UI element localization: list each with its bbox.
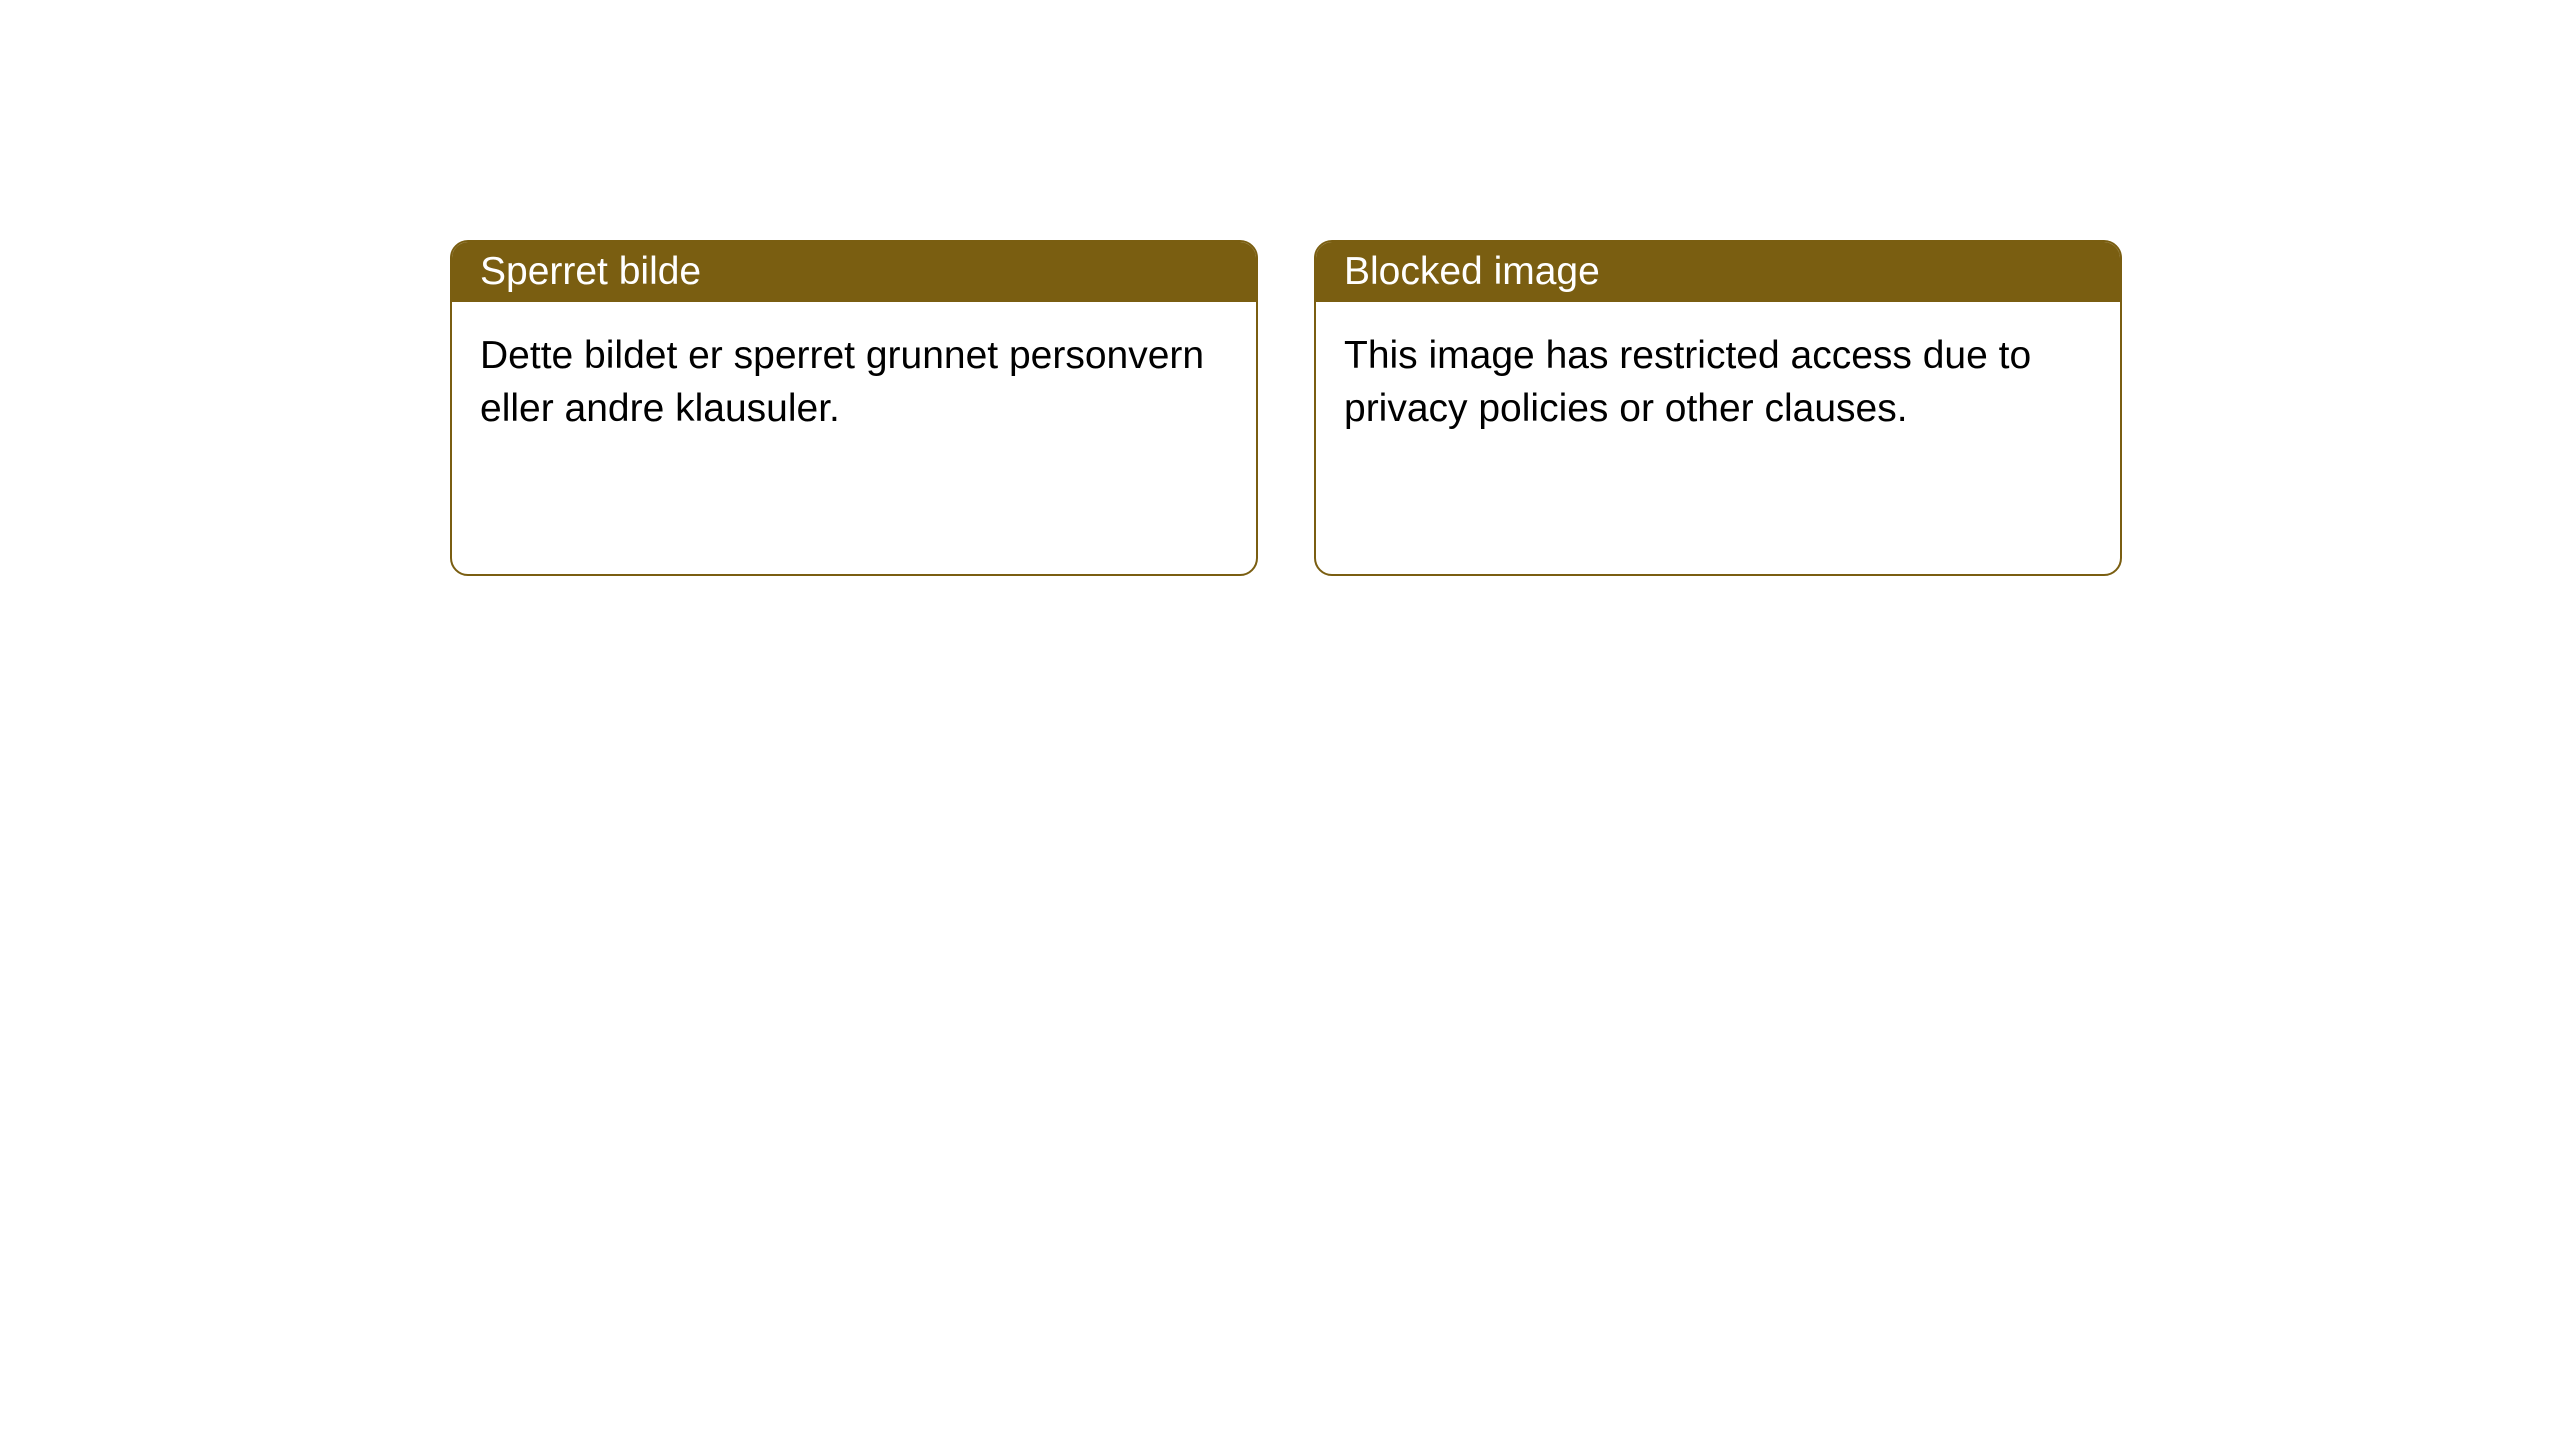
notice-body-no: Dette bildet er sperret grunnet personve… <box>452 302 1256 463</box>
notice-title-en: Blocked image <box>1344 250 1600 294</box>
notice-message-en: This image has restricted access due to … <box>1344 334 2031 430</box>
notice-container: Sperret bilde Dette bildet er sperret gr… <box>0 0 2560 576</box>
notice-box-en: Blocked image This image has restricted … <box>1314 240 2122 576</box>
notice-box-no: Sperret bilde Dette bildet er sperret gr… <box>450 240 1258 576</box>
notice-title-no: Sperret bilde <box>480 250 701 294</box>
notice-header-no: Sperret bilde <box>452 242 1256 302</box>
notice-body-en: This image has restricted access due to … <box>1316 302 2120 463</box>
notice-message-no: Dette bildet er sperret grunnet personve… <box>480 334 1204 430</box>
notice-header-en: Blocked image <box>1316 242 2120 302</box>
